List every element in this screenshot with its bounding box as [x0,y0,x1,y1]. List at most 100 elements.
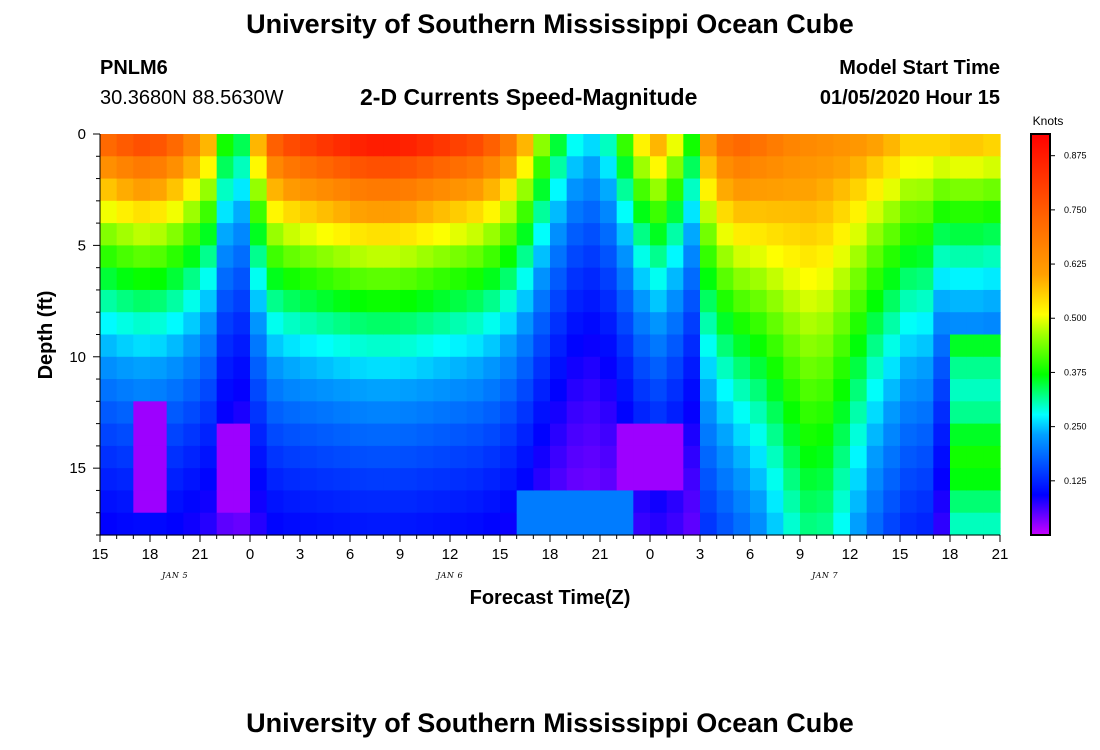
heatmap-cell [283,445,301,469]
heatmap-cell [450,423,468,447]
heatmap-cell [366,512,384,536]
heatmap-cell [100,490,118,514]
heatmap-cell [100,512,118,536]
heatmap-cell [850,445,868,469]
heatmap-cell [433,245,451,269]
heatmap-cell [750,334,768,358]
heatmap-cell [716,289,734,313]
heatmap-cell [150,200,168,224]
heatmap-cell [133,223,151,246]
heatmap-cell [866,445,884,469]
heatmap-cell [183,490,201,514]
heatmap-cell [483,490,501,514]
heatmap-cell [666,134,684,157]
model-start-value: 01/05/2020 Hour 15 [819,87,1000,109]
heatmap-cell [450,245,468,269]
heatmap-cell [800,267,818,291]
heatmap-cell [550,267,568,291]
heatmap-cell [383,267,401,291]
heatmap-cell [250,312,268,336]
heatmap-cell [283,200,301,224]
heatmap-cell [733,423,751,447]
heatmap-cell [850,200,868,224]
heatmap-cell [650,512,668,536]
heatmap-cell [733,267,751,291]
heatmap-cell [283,312,301,336]
heatmap-cell [733,379,751,402]
heatmap-cell [666,289,684,313]
heatmap-cell [766,379,784,402]
heatmap-cell [350,445,368,469]
heatmap-cell [533,401,551,425]
heatmap-cell [516,312,534,336]
heatmap-cell [700,379,718,402]
heatmap-cell [150,267,168,291]
heatmap-cell [116,289,134,313]
heatmap-cell [816,379,834,402]
heatmap-cell [350,512,368,536]
heatmap-cell [883,200,901,224]
heatmap-cell [200,178,218,202]
heatmap-cell [683,178,701,202]
heatmap-cell [716,134,734,157]
heatmap-cell [133,178,151,202]
heatmap-cell [966,200,984,224]
heatmap-cell [516,334,534,358]
heatmap-cell [950,312,968,336]
heatmap-cell [716,423,734,447]
heatmap-cell [716,468,734,492]
heatmap-cell [916,468,934,492]
heatmap-cell [333,156,351,180]
heatmap-cell [500,423,518,447]
heatmap-cell [516,379,534,402]
heatmap-cell [966,178,984,202]
heatmap-cell [850,468,868,492]
heatmap-cell [100,379,118,402]
heatmap-cell [783,356,801,380]
heatmap-cell [816,312,834,336]
heatmap-cell [300,267,318,291]
heatmap-cell [350,312,368,336]
heatmap-cell [283,468,301,492]
heatmap-cell [583,379,601,402]
heatmap-cell [566,267,584,291]
heatmap-cell [550,512,568,536]
heatmap-cell [250,289,268,313]
heatmap-cell [550,289,568,313]
heatmap-cell [400,379,418,402]
heatmap-cell [416,178,434,202]
heatmap-cell [350,289,368,313]
heatmap-cell [716,512,734,536]
heatmap-cell [266,289,284,313]
x-axis-label: Forecast Time(Z) [470,587,631,609]
heatmap-cell [533,356,551,380]
heatmap-cell [133,379,151,402]
heatmap-cell [950,512,968,536]
heatmap-cell [716,490,734,514]
heatmap-cell [366,356,384,380]
heatmap-cell [450,289,468,313]
heatmap-cell [966,312,984,336]
heatmap-cell [400,267,418,291]
heatmap-cell [100,267,118,291]
heatmap-cell [133,312,151,336]
heatmap-cell [300,468,318,492]
heatmap-cell [316,267,334,291]
heatmap-cell [400,356,418,380]
heatmap-cell [350,134,368,157]
heatmap-cell [266,468,284,492]
heatmap-cell [216,223,234,246]
heatmap-cell [116,512,134,536]
heatmap-cell [116,267,134,291]
heatmap-cell [450,156,468,180]
heatmap-cell [566,200,584,224]
heatmap-cell [416,512,434,536]
heatmap-cell [250,512,268,536]
heatmap-cell [333,312,351,336]
heatmap-cell [750,200,768,224]
heatmap-cell [116,423,134,447]
heatmap-cell [200,289,218,313]
heatmap-cell [933,200,951,224]
heatmap-cell [883,245,901,269]
heatmap-cell [616,356,634,380]
